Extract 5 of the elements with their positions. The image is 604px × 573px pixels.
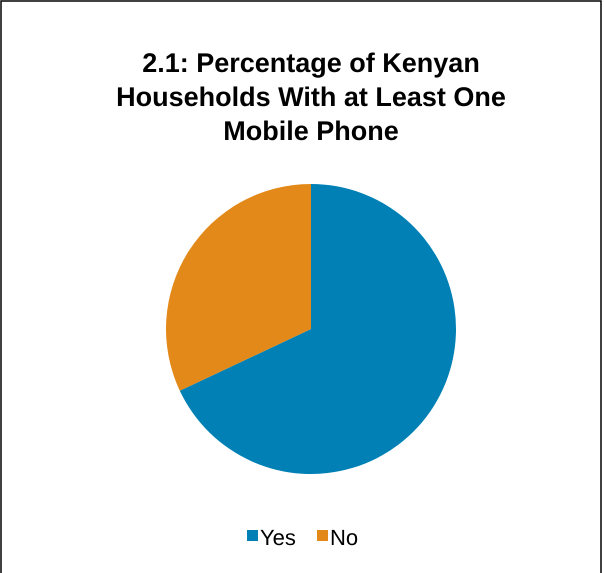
pie-slice xyxy=(180,184,456,474)
legend-label: Yes xyxy=(260,525,296,550)
legend-label: No xyxy=(330,525,358,550)
pie-slice xyxy=(166,184,311,391)
chart-title: 2.1: Percentage of Kenyan Households With at Least One Mobile Phone xyxy=(116,48,506,146)
